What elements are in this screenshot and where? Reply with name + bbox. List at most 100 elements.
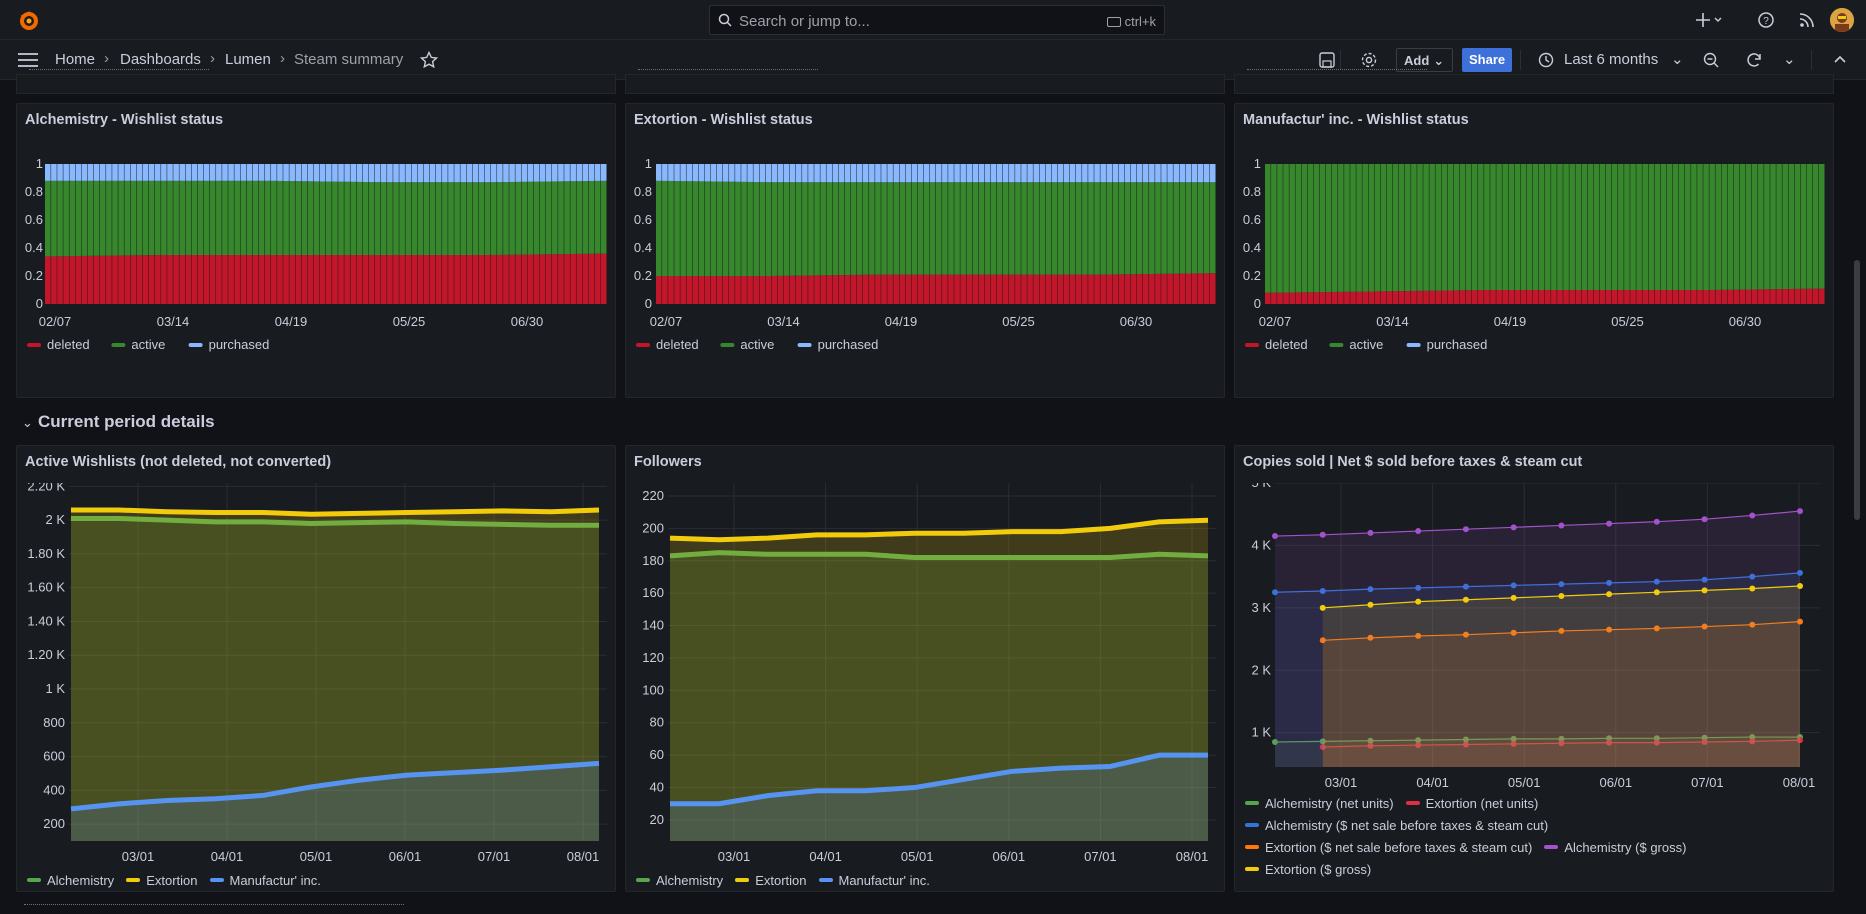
panel-alchemistry-wishlist-status[interactable]: Alchemistry - Wishlist status 0 0.2 0.4 0.6…	[16, 103, 616, 398]
panel-extortion-wishlist-status[interactable]: Extortion - Wishlist status 0 0.2 0.4 0.6 0.…	[625, 103, 1225, 398]
stacked-bar-segment-active	[1069, 182, 1076, 275]
wishlist-chart-manufactur[interactable]: 0 0.2 0.4 0.6 0.8 1 02/07 03/14 04/19 05/25 06/30 d…	[1235, 144, 1834, 398]
stacked-bar-segment-active	[710, 181, 717, 276]
data-point	[1367, 601, 1374, 608]
chevron-up-icon[interactable]	[1832, 51, 1848, 72]
copies-sold-chart[interactable]: 1 K 2 K 3 K 4 K 5 K 03/01 04/01 05/01 06/01 07/01…	[1235, 483, 1834, 892]
stacked-bar-segment-active	[429, 182, 436, 255]
stacked-bar-segment-active	[173, 180, 179, 255]
stacked-bar-segment-active	[405, 182, 412, 255]
page-scrollbar[interactable]	[1852, 80, 1862, 910]
legend-item[interactable]: Manufactur' inc.	[818, 873, 930, 888]
stacked-bar-segment-purchased	[582, 164, 589, 182]
stacked-bar-segment-purchased	[1009, 164, 1015, 183]
stacked-bar-segment-active	[783, 182, 790, 276]
search-input[interactable]: Search or jump to... ctrl+k	[709, 5, 1165, 35]
menu-icon[interactable]	[18, 53, 38, 72]
legend-item[interactable]: Alchemistry ($ gross)	[1544, 840, 1686, 855]
stacked-bar-segment-active	[301, 181, 308, 255]
stacked-bar-segment-active	[1344, 164, 1350, 292]
stacked-bar-segment-active	[722, 181, 729, 276]
scrollbar-thumb[interactable]	[1854, 260, 1860, 520]
x-tick-label: 05/01	[300, 849, 333, 864]
panel-followers[interactable]: Followers 20 40 60 80 100 120 140 160 180 200 220 0…	[625, 445, 1225, 892]
y-tick-label: 0.6	[1243, 212, 1261, 227]
plus-icon[interactable]	[1695, 10, 1722, 30]
stacked-bar-segment-deleted	[1082, 274, 1088, 304]
x-tick-label: 04/01	[1416, 775, 1449, 790]
stacked-bar-segment-deleted	[1715, 289, 1722, 304]
zoom-out-icon[interactable]	[1702, 51, 1720, 74]
legend-item[interactable]: Extortion (net units)	[1405, 796, 1538, 811]
chevron-down-icon[interactable]: ⌄	[22, 415, 33, 430]
stacked-bar-segment-deleted	[680, 276, 686, 304]
chevron-down-icon[interactable]: ⌄	[1783, 51, 1796, 68]
legend-item[interactable]: Alchemistry ($ net sale before taxes & s…	[1245, 818, 1548, 833]
breadcrumb-folder[interactable]: Lumen	[225, 51, 271, 68]
stacked-bar-segment-deleted	[448, 255, 454, 304]
help-icon[interactable]: ?	[1756, 10, 1776, 30]
wishlist-chart-alchemistry[interactable]: 0 0.2 0.4 0.6 0.8 1 02/07 03/14 04/19 05/25 06/30 d…	[17, 144, 616, 398]
share-button[interactable]: Share	[1462, 48, 1512, 72]
active-wishlists-chart[interactable]: 200 400 600 800 1 K 1.20 K 1.40 K 1.60 K 1.80 K 2…	[17, 483, 616, 892]
legend-item[interactable]: Alchemistry	[636, 873, 723, 888]
wishlist-chart-extortion[interactable]: 0 0.2 0.4 0.6 0.8 1 02/07 03/14 04/19 05/25 06/30 d…	[626, 144, 1225, 398]
stacked-bar-segment-purchased	[344, 164, 350, 182]
grafana-logo-icon[interactable]	[17, 9, 41, 33]
data-point	[1462, 631, 1469, 638]
stacked-bar-segment-deleted	[1764, 289, 1770, 304]
stacked-bar-segment-active	[680, 181, 686, 276]
legend-item[interactable]: Manufactur' inc.	[209, 873, 321, 888]
panel-copies-sold[interactable]: Copies sold | Net $ sold before taxes & …	[1234, 445, 1834, 892]
stacked-bar-segment-deleted	[558, 254, 564, 304]
stacked-bar-segment-purchased	[741, 164, 747, 182]
stacked-bar-segment-deleted	[411, 255, 418, 304]
stacked-bar-segment-active	[990, 182, 997, 275]
add-button[interactable]: Add ⌄	[1396, 48, 1453, 72]
panel-title: Manufactur' inc. - Wishlist status	[1243, 112, 1469, 128]
breadcrumb-home[interactable]: Home	[55, 51, 96, 68]
legend-item[interactable]: Extortion	[126, 873, 198, 888]
stacked-bar-segment-deleted	[765, 276, 772, 304]
stacked-bar-segment-purchased	[533, 164, 540, 182]
stacked-bar-segment-deleted	[1423, 290, 1429, 304]
news-feed-icon[interactable]	[1797, 10, 1817, 30]
legend-item[interactable]: Extortion ($ gross)	[1245, 862, 1371, 877]
legend-item[interactable]: Extortion ($ net sale before taxes & ste…	[1245, 840, 1532, 855]
stacked-bar-segment-purchased	[216, 164, 222, 181]
refresh-icon[interactable]	[1745, 51, 1763, 74]
chevron-down-icon[interactable]: ⌄	[1671, 51, 1684, 68]
legend-item[interactable]: Extortion	[735, 873, 807, 888]
stacked-bar-segment-deleted	[136, 255, 143, 304]
stacked-bar-segment-purchased	[148, 164, 155, 181]
panel-active-wishlists[interactable]: Active Wishlists (not deleted, not conve…	[16, 445, 616, 892]
stacked-bar-segment-active	[1581, 164, 1588, 290]
panel-manufactur-wishlist-status[interactable]: Manufactur' inc. - Wishlist status 0 0.2 0…	[1234, 103, 1834, 398]
stacked-bar-segment-deleted	[57, 256, 63, 304]
stacked-bar-segment-active	[814, 182, 820, 276]
breadcrumb-dashboards[interactable]: Dashboards	[120, 51, 201, 68]
stacked-bar-segment-purchased	[820, 164, 826, 183]
followers-chart[interactable]: 20 40 60 80 100 120 140 160 180 200 220 03/01 04/01 0…	[626, 483, 1225, 892]
stacked-bar-segment-active	[887, 182, 893, 275]
stacked-bar-segment-deleted	[1551, 290, 1557, 304]
settings-gear-icon[interactable]	[1360, 51, 1378, 74]
stacked-bar-segment-purchased	[954, 164, 960, 183]
stacked-bar-segment-active	[442, 182, 448, 255]
stacked-bar-segment-deleted	[552, 254, 558, 304]
time-range-picker[interactable]: Last 6 months	[1564, 51, 1659, 68]
stacked-bar-segment-active	[1398, 164, 1405, 292]
stacked-bar-segment-active	[179, 180, 186, 255]
legend-swatch	[1406, 343, 1421, 347]
stacked-bar-segment-active	[753, 182, 759, 276]
star-icon[interactable]	[419, 50, 439, 74]
row-title-current-period[interactable]: Current period details	[38, 412, 215, 431]
legend-item[interactable]: Alchemistry (net units)	[1245, 796, 1394, 811]
user-avatar[interactable]	[1830, 8, 1854, 32]
data-point	[1701, 623, 1708, 630]
legend-item[interactable]: Alchemistry	[27, 873, 114, 888]
stacked-bar-segment-active	[344, 181, 350, 255]
save-icon[interactable]	[1318, 51, 1336, 74]
stacked-bar-segment-deleted	[789, 275, 796, 304]
stacked-bar-segment-active	[75, 180, 82, 257]
